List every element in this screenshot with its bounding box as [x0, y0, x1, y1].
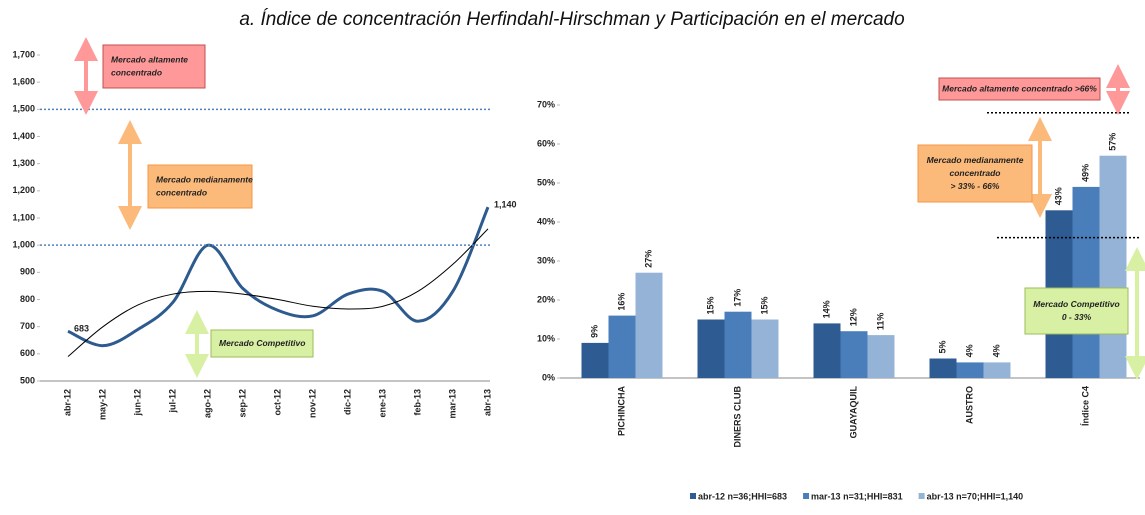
- bar: [1072, 186, 1100, 378]
- y-tick-label: 20%: [537, 294, 555, 304]
- bar: [956, 362, 984, 378]
- data-label: 683: [74, 324, 89, 334]
- data-label: 49%: [1080, 164, 1090, 182]
- data-label: 1,140: [494, 200, 517, 210]
- y-tick-label: 1,000: [12, 240, 35, 250]
- bar: [697, 319, 725, 378]
- x-tick-label: DINERS CLUB: [732, 386, 742, 448]
- bar: [608, 315, 636, 378]
- x-tick-label: abr-12: [62, 389, 72, 416]
- y-tick-label: 1,300: [12, 158, 35, 168]
- y-tick-label: 1,400: [12, 131, 35, 141]
- x-tick-label: dic-12: [342, 389, 352, 415]
- data-label: 14%: [821, 300, 831, 318]
- data-label: 4%: [991, 344, 1001, 357]
- y-tick-label: 40%: [537, 216, 555, 226]
- annotation-text: Mercado altamente: [111, 54, 188, 64]
- y-tick-label: 60%: [537, 138, 555, 148]
- data-label: 57%: [1107, 133, 1117, 151]
- x-tick-label: jun-12: [132, 389, 142, 417]
- x-tick-label: oct-12: [272, 389, 282, 416]
- data-label: 17%: [732, 289, 742, 307]
- y-tick-label: 500: [20, 375, 35, 385]
- annotation-box: [102, 44, 206, 89]
- y-tick-label: 10%: [537, 333, 555, 343]
- data-label: 43%: [1053, 187, 1063, 205]
- x-tick-label: GUAYAQUIL: [848, 386, 858, 439]
- bar: [840, 331, 868, 378]
- annotation-text: 0 - 33%: [1062, 312, 1092, 322]
- x-tick-label: may-12: [97, 389, 107, 420]
- hhi-line: [67, 206, 490, 348]
- legend-swatch: [918, 493, 925, 499]
- annotation-text: Mercado medianamente: [156, 174, 253, 184]
- bar: [581, 342, 609, 378]
- data-label: 12%: [848, 308, 858, 326]
- annotation-text: Mercado medianamente: [927, 155, 1024, 165]
- y-tick-label: 900: [20, 267, 35, 277]
- x-tick-label: jul-12: [167, 389, 177, 414]
- bar: [813, 323, 841, 378]
- bar: [867, 335, 895, 378]
- data-label: 4%: [964, 344, 974, 357]
- y-tick-label: 800: [20, 294, 35, 304]
- y-tick-label: 600: [20, 348, 35, 358]
- annotation-text: concentrado: [949, 168, 1000, 178]
- bar: [929, 358, 957, 378]
- data-label: 27%: [643, 250, 653, 268]
- annotation-box: [1024, 287, 1129, 335]
- y-tick-label: 1,600: [12, 77, 35, 87]
- legend-label: abr-12 n=36;HHI=683: [698, 491, 787, 501]
- trend-line: [67, 228, 489, 357]
- y-tick-label: 1,200: [12, 185, 35, 195]
- y-tick-label: 70%: [537, 99, 555, 109]
- data-label: 15%: [759, 296, 769, 314]
- data-label: 9%: [589, 325, 599, 338]
- legend-swatch: [803, 493, 810, 499]
- bar: [724, 311, 752, 378]
- legend-label: abr-13 n=70;HHI=1,140: [927, 491, 1024, 501]
- x-tick-label: AUSTRO: [964, 386, 974, 424]
- x-tick-label: sep-12: [237, 389, 247, 418]
- x-tick-label: PICHINCHA: [616, 386, 626, 437]
- bar: [983, 362, 1011, 378]
- legend-swatch: [690, 493, 696, 499]
- data-label: 11%: [875, 313, 885, 331]
- annotation-text: > 33% - 66%: [951, 181, 1000, 191]
- bar: [751, 319, 779, 378]
- annotation-box: [938, 77, 1101, 101]
- x-tick-label: abr-13: [482, 389, 492, 416]
- data-label: 5%: [937, 340, 947, 353]
- data-label: 15%: [705, 296, 715, 314]
- bar: [635, 272, 663, 378]
- data-label: 16%: [616, 293, 626, 311]
- y-tick-label: 0%: [542, 372, 555, 382]
- x-tick-label: ene-13: [377, 389, 387, 418]
- legend-label: mar-13 n=31;HHI=831: [811, 491, 903, 501]
- y-tick-label: 30%: [537, 255, 555, 265]
- x-tick-label: mar-13: [447, 389, 457, 419]
- annotation-box: [210, 329, 314, 358]
- annotation-box: [147, 164, 253, 209]
- annotation-text: Mercado altamente concentrado >66%: [942, 83, 1097, 93]
- x-tick-label: nov-12: [307, 389, 317, 418]
- y-tick-label: 1,700: [12, 49, 35, 59]
- y-tick-label: 700: [20, 321, 35, 331]
- x-tick-label: feb-13: [412, 389, 422, 416]
- annotation-text: concentrado: [156, 187, 207, 197]
- bar: [1099, 155, 1127, 378]
- annotation-text: concentrado: [111, 67, 162, 77]
- y-tick-label: 1,100: [12, 212, 35, 222]
- page-title: a. Índice de concentración Herfindahl-Hi…: [239, 9, 904, 30]
- annotation-text: Mercado Competitivo: [219, 338, 305, 348]
- annotation-box: [917, 144, 1033, 203]
- x-tick-label: ago-12: [202, 389, 212, 418]
- x-tick-label: Índice C4: [1080, 386, 1090, 426]
- y-tick-label: 1,500: [12, 104, 35, 114]
- y-tick-label: 50%: [537, 177, 555, 187]
- annotation-text: Mercado Competitivo: [1033, 299, 1119, 309]
